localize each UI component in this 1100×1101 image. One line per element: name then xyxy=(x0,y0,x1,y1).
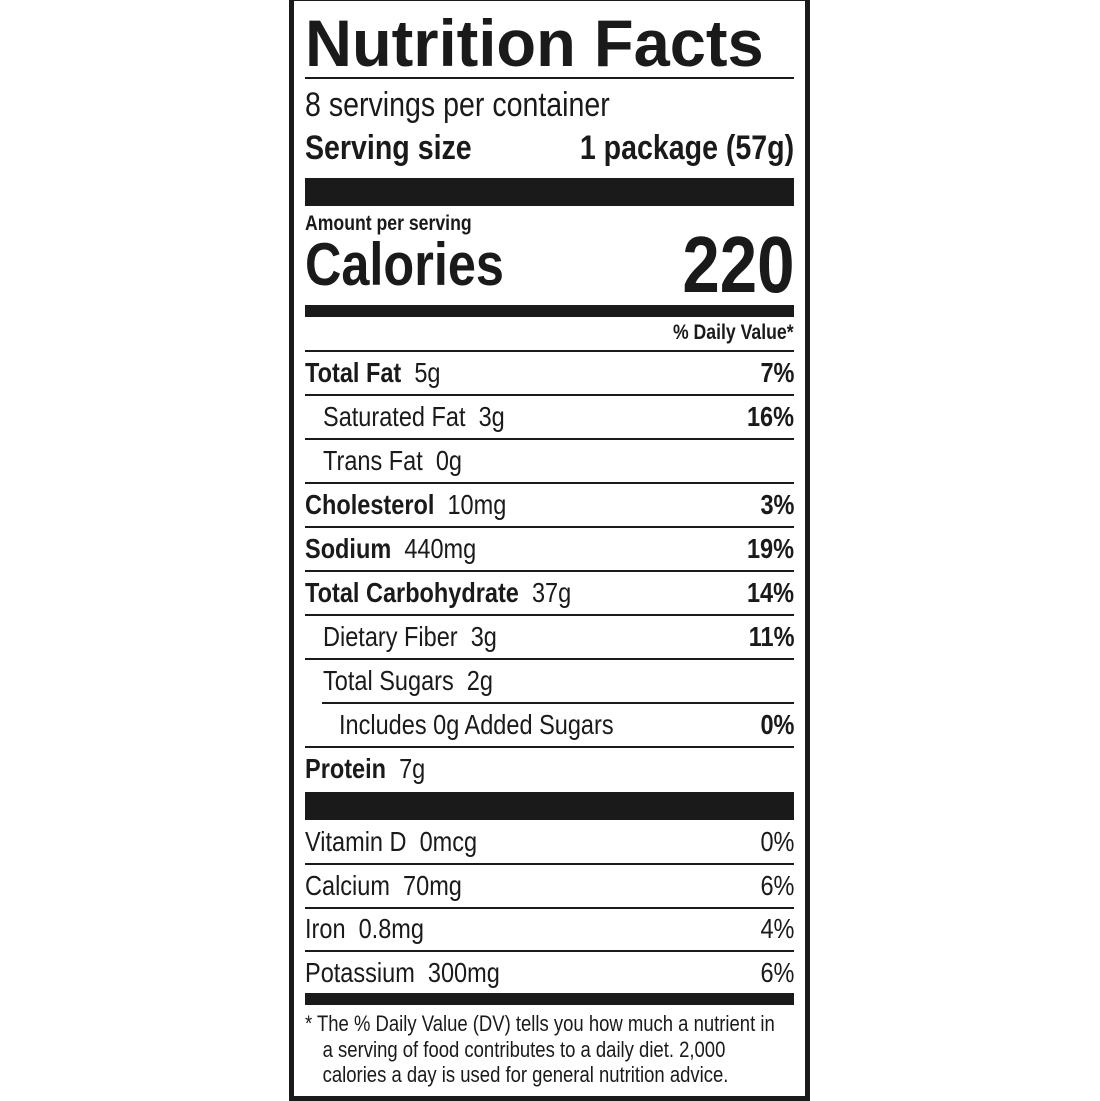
vitamin-row: Iron 0.8mg 4% xyxy=(305,909,794,949)
nutrient-name: Protein xyxy=(305,753,387,784)
nutrient-daily-value: 14% xyxy=(746,577,794,608)
serving-size-value: 1 package (57g) xyxy=(579,129,794,167)
nutrient-name: Cholesterol xyxy=(305,489,435,520)
divider xyxy=(305,950,794,953)
servings-per-container: 8 servings per container xyxy=(305,86,610,124)
footnote-line: calories a day is used for general nutri… xyxy=(322,1062,729,1087)
nutrient-amount: 7g xyxy=(399,753,426,784)
vitamin-name: Vitamin D xyxy=(305,826,407,857)
nutrient-row: Total Carbohydrate 37g 14% xyxy=(305,573,794,613)
nutrient-daily-value: 11% xyxy=(748,621,794,652)
vitamin-daily-value: 6% xyxy=(760,869,794,901)
divider xyxy=(322,702,794,704)
divider xyxy=(305,350,794,352)
nutrient-daily-value: 7% xyxy=(760,357,794,388)
nutrient-amount: 440mg xyxy=(404,533,477,564)
label-title: Nutrition Facts xyxy=(305,6,764,80)
vitamin-amount: 0mcg xyxy=(419,826,478,857)
amount-per-serving: Amount per serving xyxy=(305,212,472,235)
nutrient-amount: 5g xyxy=(414,357,441,388)
calories-value: 220 xyxy=(681,220,794,309)
vitamin-daily-value: 4% xyxy=(760,913,794,945)
footnote-line: a serving of food contributes to a daily… xyxy=(322,1036,726,1062)
vitamin-name: Calcium xyxy=(305,869,390,901)
nutrient-amount: 3g xyxy=(478,401,505,432)
nutrient-daily-value: 3% xyxy=(760,489,794,520)
nutrient-amount: 0g xyxy=(435,445,463,476)
nutrient-name: Dietary Fiber xyxy=(323,621,458,652)
divider xyxy=(305,863,794,865)
vitamin-name: Potassium xyxy=(305,957,415,989)
nutrient-row: Saturated Fat 3g 16% xyxy=(305,397,794,437)
divider xyxy=(305,746,794,748)
nutrient-daily-value: 16% xyxy=(746,401,794,432)
divider xyxy=(305,526,794,528)
calories-label: Calories xyxy=(305,231,504,298)
serving-size-label: Serving size xyxy=(305,129,472,167)
nutrient-row: Total Fat 5g 7% xyxy=(305,353,794,393)
footnote: * The % Daily Value (DV) tells you how m… xyxy=(305,1011,794,1088)
vitamin-row: Calcium 70mg 6% xyxy=(305,866,794,906)
vitamin-row: Potassium 300mg 6% xyxy=(305,953,794,993)
nutrient-amount: 10mg xyxy=(447,489,507,520)
thick-bar xyxy=(305,792,794,820)
nutrient-row: Cholesterol 10mg 3% xyxy=(305,485,794,525)
amount-per-serving-row: Amount per serving xyxy=(305,211,794,237)
daily-value-header-row: % Daily Value* xyxy=(305,320,794,346)
nutrient-name: Total Fat xyxy=(305,357,402,388)
nutrient-name: Trans Fat xyxy=(323,445,423,476)
medium-bar xyxy=(305,305,794,317)
nutrient-row: Includes 0g Added Sugars 0% xyxy=(305,705,794,745)
medium-bar xyxy=(305,993,794,1005)
vitamin-daily-value: 6% xyxy=(760,957,794,989)
nutrient-name: Total Sugars xyxy=(323,665,454,696)
nutrient-daily-value: 0% xyxy=(760,709,794,740)
footnote-line: * The % Daily Value (DV) tells you how m… xyxy=(305,1011,775,1036)
calories-row: Calories 220 xyxy=(305,220,794,309)
nutrient-amount: 3g xyxy=(470,621,497,652)
daily-value-header: % Daily Value* xyxy=(673,321,794,344)
nutrient-row: Sodium 440mg 19% xyxy=(305,529,794,569)
nutrient-daily-value: 19% xyxy=(746,533,794,564)
divider xyxy=(305,906,794,909)
nutrient-name: Sodium xyxy=(305,533,392,564)
nutrient-row: Total Sugars 2g xyxy=(305,661,794,701)
vitamin-amount: 300mg xyxy=(427,957,500,989)
vitamin-daily-value: 0% xyxy=(760,826,794,857)
divider xyxy=(305,570,794,572)
vitamin-amount: 0.8mg xyxy=(358,913,424,945)
vitamin-name: Iron xyxy=(305,913,346,945)
servings-row: 8 servings per container xyxy=(305,85,794,125)
divider xyxy=(305,77,794,79)
vitamin-row: Vitamin D 0mcg 0% xyxy=(305,822,794,862)
title-row: Nutrition Facts xyxy=(305,8,794,78)
nutrient-name: Includes 0g Added Sugars xyxy=(339,709,614,740)
serving-size-row: Serving size 1 package (57g) xyxy=(305,128,794,168)
divider xyxy=(305,614,794,616)
nutrient-row: Protein 7g xyxy=(305,749,794,789)
divider xyxy=(305,394,794,396)
nutrient-amount: 37g xyxy=(531,577,572,608)
thick-bar xyxy=(305,178,794,206)
nutrient-row: Dietary Fiber 3g 11% xyxy=(305,617,794,657)
vitamin-amount: 70mg xyxy=(403,869,462,901)
divider xyxy=(305,482,794,484)
divider xyxy=(305,438,794,440)
divider xyxy=(305,658,794,660)
nutrient-amount: 2g xyxy=(466,665,493,696)
nutrient-row: Trans Fat 0g xyxy=(305,441,794,481)
nutrient-name: Saturated Fat xyxy=(323,401,466,432)
nutrient-name: Total Carbohydrate xyxy=(305,577,519,608)
